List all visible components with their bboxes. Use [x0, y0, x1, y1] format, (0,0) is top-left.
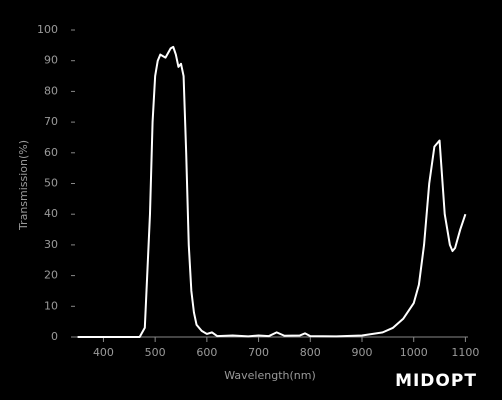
x-tick-label: 600 [196, 346, 217, 359]
y-tick-label: 80 [44, 84, 58, 97]
x-tick-label: 800 [300, 346, 321, 359]
y-tick-label: 70 [44, 115, 58, 128]
y-axis-label: Transmission(%) [17, 140, 30, 231]
y-tick-label: 60 [44, 146, 58, 159]
x-axis-label: Wavelength(nm) [224, 369, 316, 382]
transmission-line [77, 45, 467, 338]
logo: MIDOPT [395, 371, 477, 391]
y-tick-label: 30 [44, 238, 58, 251]
x-tick-label: 700 [248, 346, 269, 359]
y-tick-label: 0 [51, 330, 58, 343]
x-tick-label: 1000 [400, 346, 428, 359]
y-tick-label: 90 [44, 54, 58, 67]
y-tick-label: 40 [44, 207, 58, 220]
y-tick-label: 50 [44, 177, 58, 190]
x-tick-label: 400 [93, 346, 114, 359]
x-tick-label: 500 [145, 346, 166, 359]
y-tick-label: 20 [44, 269, 58, 282]
x-tick-label: 900 [351, 346, 372, 359]
y-tick-label: 10 [44, 299, 58, 312]
x-tick-label: 1100 [451, 346, 479, 359]
y-tick-label: 100 [37, 23, 58, 36]
